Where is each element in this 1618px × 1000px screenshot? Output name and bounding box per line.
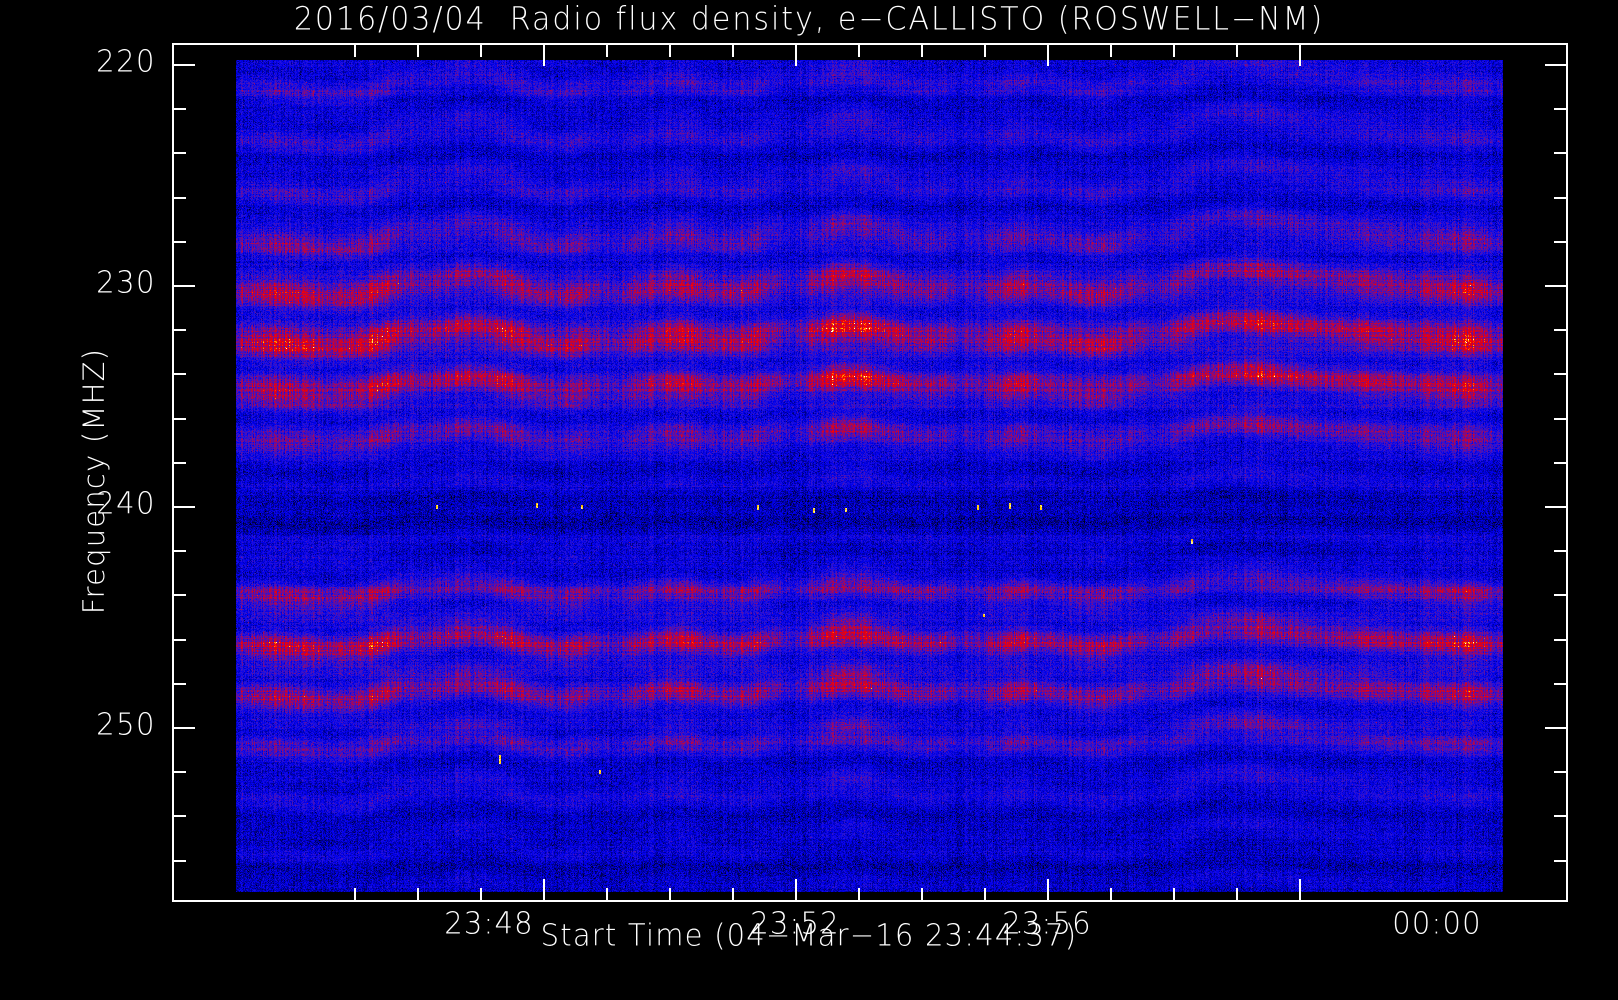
y-major-tick-right	[1545, 64, 1566, 66]
x-minor-tick	[1236, 888, 1238, 900]
y-minor-tick-right	[1554, 197, 1566, 199]
y-minor-tick-right	[1554, 152, 1566, 154]
y-minor-tick	[174, 241, 186, 243]
y-minor-tick	[174, 197, 186, 199]
x-minor-tick	[417, 888, 419, 900]
y-major-tick	[174, 64, 195, 66]
x-major-tick-top	[795, 45, 797, 66]
x-major-tick-top	[1047, 45, 1049, 66]
x-major-tick	[795, 879, 797, 900]
y-minor-tick	[174, 771, 186, 773]
x-minor-tick	[1110, 888, 1112, 900]
spectrogram-page: 2016/03/04 Radio flux density, e−CALLIST…	[0, 0, 1618, 1000]
y-minor-tick-right	[1554, 418, 1566, 420]
y-minor-tick-right	[1554, 771, 1566, 773]
y-minor-tick-right	[1554, 462, 1566, 464]
y-minor-tick-right	[1554, 860, 1566, 862]
page-title: 2016/03/04 Radio flux density, e−CALLIST…	[0, 1, 1618, 38]
x-minor-tick-top	[984, 45, 986, 57]
y-major-tick	[174, 506, 195, 508]
y-minor-tick	[174, 373, 186, 375]
y-major-tick-right	[1545, 285, 1566, 287]
x-minor-tick	[354, 888, 356, 900]
y-minor-tick-right	[1554, 550, 1566, 552]
y-minor-tick	[174, 815, 186, 817]
y-major-tick-right	[1545, 506, 1566, 508]
x-major-tick-top	[1299, 45, 1301, 66]
x-major-tick-top	[543, 45, 545, 66]
x-minor-tick-top	[858, 45, 860, 57]
x-minor-tick	[480, 888, 482, 900]
x-minor-tick	[921, 888, 923, 900]
y-minor-tick	[174, 462, 186, 464]
y-minor-tick-right	[1554, 815, 1566, 817]
spectrogram-image	[236, 60, 1503, 892]
y-minor-tick	[174, 683, 186, 685]
x-minor-tick	[606, 888, 608, 900]
x-minor-tick-top	[669, 45, 671, 57]
y-major-tick	[174, 727, 195, 729]
y-major-tick-right	[1545, 727, 1566, 729]
y-minor-tick-right	[1554, 108, 1566, 110]
y-minor-tick-right	[1554, 329, 1566, 331]
y-minor-tick-right	[1554, 241, 1566, 243]
y-minor-tick-right	[1554, 373, 1566, 375]
y-minor-tick	[174, 860, 186, 862]
x-major-tick	[1299, 879, 1301, 900]
y-minor-tick	[174, 418, 186, 420]
x-minor-tick	[669, 888, 671, 900]
x-major-tick	[543, 879, 545, 900]
y-minor-tick	[174, 594, 186, 596]
x-minor-tick	[858, 888, 860, 900]
x-minor-tick-top	[1110, 45, 1112, 57]
y-minor-tick-right	[1554, 683, 1566, 685]
y-minor-tick	[174, 550, 186, 552]
y-minor-tick	[174, 152, 186, 154]
y-minor-tick-right	[1554, 639, 1566, 641]
y-minor-tick	[174, 639, 186, 641]
x-minor-tick-top	[1236, 45, 1238, 57]
x-minor-tick-top	[921, 45, 923, 57]
x-major-tick	[1047, 879, 1049, 900]
y-minor-tick	[174, 329, 186, 331]
x-minor-tick-top	[606, 45, 608, 57]
y-minor-tick	[174, 108, 186, 110]
x-minor-tick	[732, 888, 734, 900]
x-minor-tick-top	[732, 45, 734, 57]
x-minor-tick-top	[354, 45, 356, 57]
x-minor-tick-top	[417, 45, 419, 57]
x-minor-tick	[1173, 888, 1175, 900]
y-major-tick	[174, 285, 195, 287]
y-axis-title: Frequency (MHZ)	[77, 51, 111, 911]
x-minor-tick-top	[1173, 45, 1175, 57]
spectrogram-canvas	[236, 60, 1503, 892]
y-minor-tick-right	[1554, 594, 1566, 596]
x-axis-title: Start Time (04−Mar−16 23:44:37)	[0, 917, 1618, 953]
x-minor-tick	[984, 888, 986, 900]
x-minor-tick-top	[480, 45, 482, 57]
